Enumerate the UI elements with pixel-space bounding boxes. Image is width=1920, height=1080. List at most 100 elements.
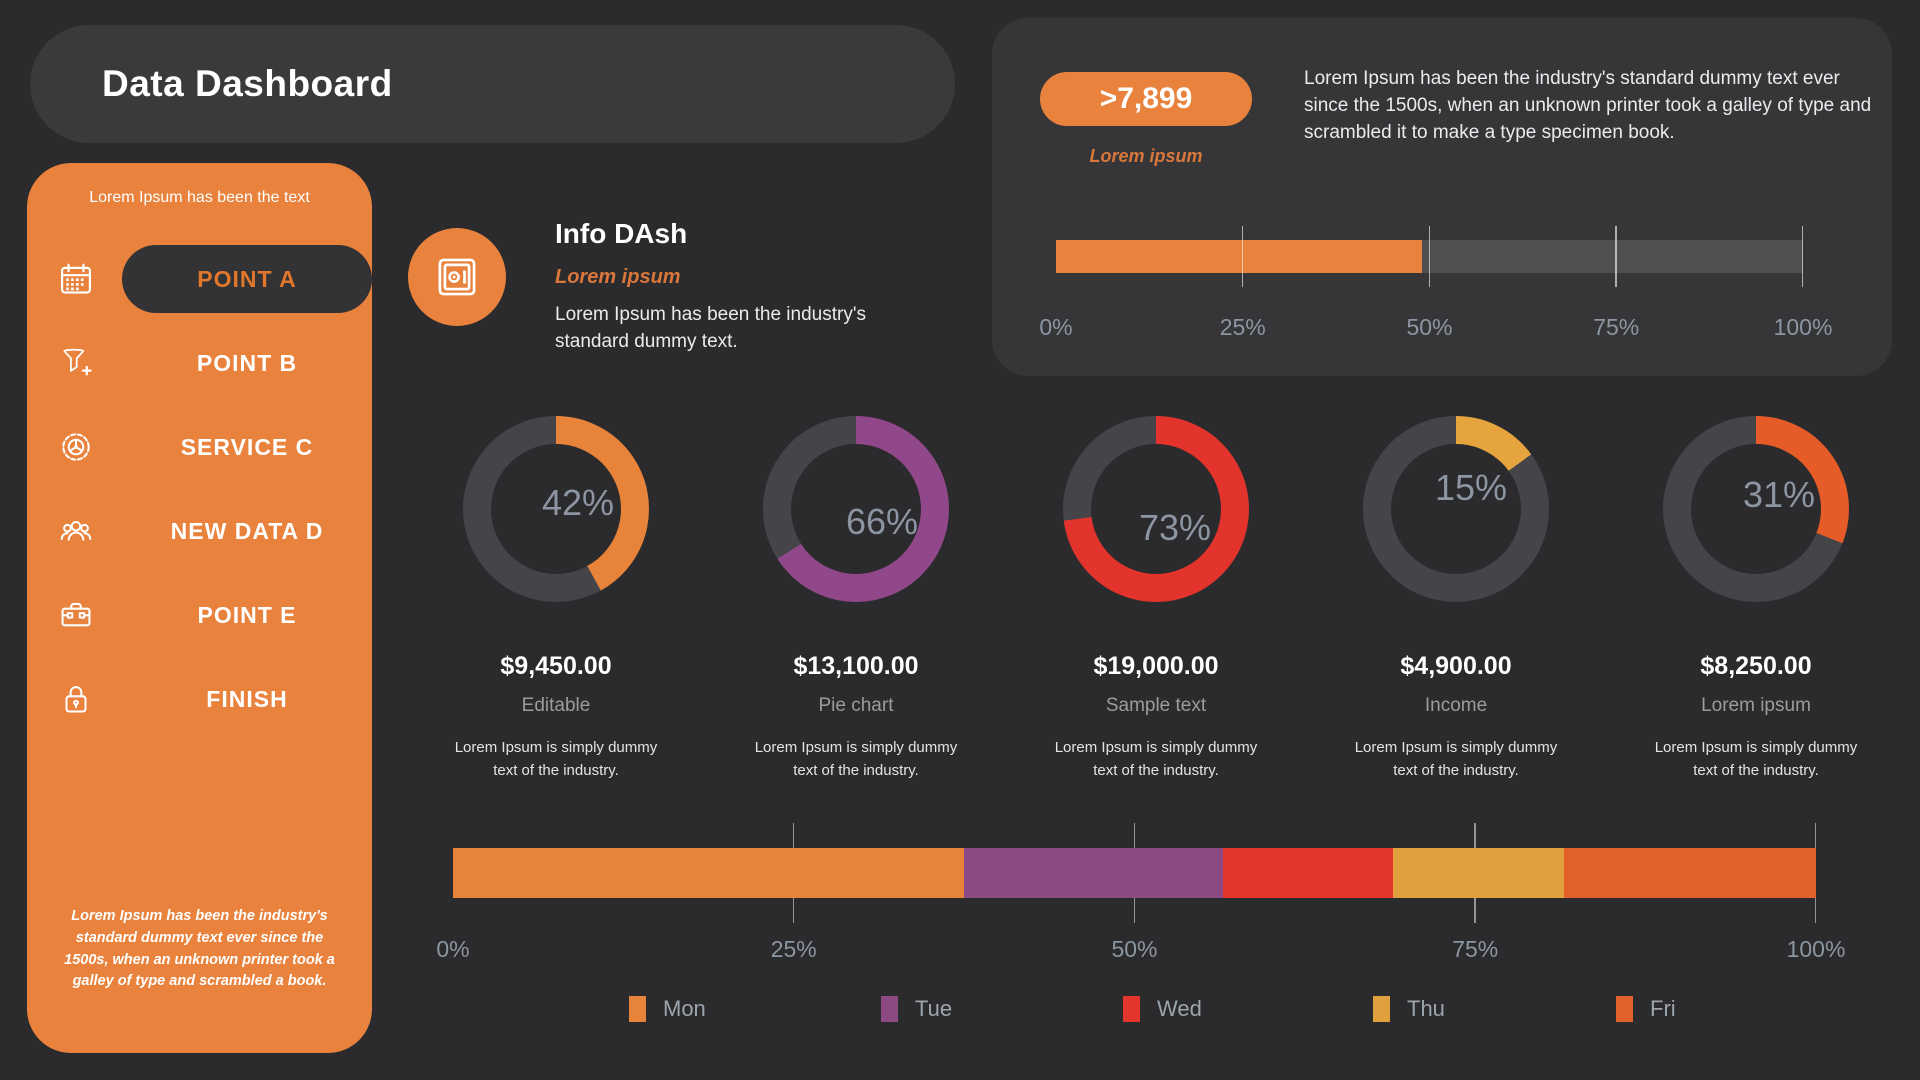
sidebar-item-service-c[interactable]: SERVICE C	[27, 413, 372, 481]
donut-chart: 66%	[763, 416, 949, 602]
stacked-bar-axis: 0% 25% 50% 75% 100%	[436, 936, 1845, 968]
sidebar-item-new-data-d[interactable]: NEW DATA D	[27, 497, 372, 565]
bar-segment-fri	[1563, 848, 1816, 898]
donut-percentage: 73%	[1138, 507, 1212, 548]
donut-percentage: 66%	[845, 501, 919, 542]
bar-segment-mon	[453, 848, 965, 898]
bar-segment-wed	[1223, 848, 1394, 898]
stat-note: Lorem Ipsum is simply dummy text of the …	[1354, 739, 1558, 779]
stat-value: $19,000.00	[1093, 652, 1219, 680]
sidebar-item-label: NEW DATA D	[170, 517, 324, 544]
donut-percentage: 31%	[1742, 474, 1816, 515]
progress-axis: 0% 25% 50% 75% 100%	[1039, 314, 1832, 344]
axis-tick-label: 50%	[1406, 314, 1453, 340]
calendar-icon	[57, 260, 95, 298]
sidebar-item-label: SERVICE C	[180, 433, 314, 460]
stat-value: $4,900.00	[1400, 652, 1512, 680]
stat-value: $13,100.00	[793, 652, 919, 680]
sidebar-item-label: FINISH	[206, 685, 288, 712]
legend-item-tue[interactable]: Tue	[881, 996, 952, 1022]
legend-item-thu[interactable]: Thu	[1373, 996, 1445, 1022]
safe-icon	[408, 228, 506, 326]
filter-plus-icon	[57, 344, 95, 382]
users-icon	[57, 512, 95, 550]
legend-swatch-mon	[629, 996, 646, 1022]
progress-tick-100	[1801, 226, 1803, 287]
lock-icon	[57, 680, 95, 718]
section-title: Info DAsh	[555, 218, 688, 249]
sidebar: Lorem Ipsum has been the text	[27, 163, 372, 1053]
donut-percentage: 42%	[541, 482, 615, 523]
gear-icon	[57, 428, 95, 466]
stat-value: $9,450.00	[500, 652, 612, 680]
legend-swatch-tue	[881, 996, 898, 1022]
sidebar-intro-text: Lorem Ipsum has been the text	[89, 189, 310, 206]
sidebar-item-point-e[interactable]: POINT E	[27, 581, 372, 649]
legend-label: Wed	[1157, 996, 1202, 1021]
section-description: Lorem Ipsum has been the industry's stan…	[555, 304, 866, 352]
sidebar-item-point-b[interactable]: POINT B	[27, 329, 372, 397]
legend-label: Fri	[1650, 996, 1676, 1021]
title-panel: Data Dashboard	[30, 25, 955, 143]
donut-card: 66% $13,100.00 Pie chart Lorem Ipsum is …	[716, 416, 996, 782]
stat-value: $8,250.00	[1700, 652, 1812, 680]
sidebar-item-finish[interactable]: FINISH	[27, 665, 372, 733]
axis-tick-label: 75%	[1593, 314, 1640, 340]
stat-note: Lorem Ipsum is simply dummy text of the …	[1054, 739, 1258, 779]
stats-panel: >7,899 Lorem ipsum Lorem Ipsum has been …	[992, 18, 1892, 376]
donut-chart: 42%	[463, 416, 649, 602]
axis-tick-label: 100%	[1786, 936, 1846, 962]
donut-card: 73% $19,000.00 Sample text Lorem Ipsum i…	[1016, 416, 1296, 782]
axis-tick-label: 25%	[770, 936, 817, 962]
progress-tick-25	[1241, 226, 1244, 287]
legend-item-mon[interactable]: Mon	[629, 996, 706, 1022]
stat-note: Lorem Ipsum is simply dummy text of the …	[754, 739, 958, 779]
stat-note: Lorem Ipsum is simply dummy text of the …	[454, 739, 658, 779]
stat-label: Lorem ipsum	[1701, 695, 1811, 716]
stat-badge: >7,899	[1040, 72, 1252, 126]
stat-label: Income	[1424, 695, 1488, 716]
bar-segment-thu	[1393, 848, 1564, 898]
donut-chart: 31%	[1663, 416, 1849, 602]
sidebar-footer-note: Lorem Ipsum has been the industry's stan…	[64, 908, 335, 990]
bar-segment-tue	[964, 848, 1224, 898]
stat-label: Editable	[521, 695, 591, 716]
sidebar-item-label: POINT B	[196, 349, 298, 376]
stacked-bar-chart	[453, 823, 1816, 923]
stacked-bar	[453, 848, 1816, 898]
sidebar-item-label: POINT A	[122, 245, 372, 313]
legend-swatch-thu	[1373, 996, 1390, 1022]
legend-item-fri[interactable]: Fri	[1616, 996, 1676, 1022]
donut-card: 15% $4,900.00 Income Lorem Ipsum is simp…	[1316, 416, 1596, 782]
stat-badge-caption: Lorem ipsum	[1089, 146, 1203, 166]
progress-tick-75	[1615, 226, 1617, 287]
axis-tick-label: 25%	[1219, 314, 1266, 340]
stat-label: Sample text	[1105, 695, 1207, 716]
legend-label: Thu	[1407, 996, 1445, 1021]
stat-note: Lorem Ipsum is simply dummy text of the …	[1654, 739, 1858, 779]
progress-bar	[1056, 226, 1803, 287]
toolbox-icon	[57, 596, 95, 634]
stat-label: Pie chart	[818, 695, 894, 716]
axis-tick-label: 0%	[436, 936, 470, 962]
progress-tick-50	[1428, 226, 1430, 287]
legend-swatch-fri	[1616, 996, 1633, 1022]
progress-fill	[1056, 240, 1423, 273]
sidebar-menu: POINT A POINT B	[27, 245, 372, 749]
sidebar-item-point-a[interactable]: POINT A	[27, 245, 372, 313]
page-title: Data Dashboard	[102, 63, 393, 104]
donut-card: 31% $8,250.00 Lorem ipsum Lorem Ipsum is…	[1616, 416, 1896, 782]
sidebar-item-label: POINT E	[197, 601, 297, 628]
section-subtitle: Lorem ipsum	[555, 266, 681, 288]
legend-item-wed[interactable]: Wed	[1123, 996, 1202, 1022]
axis-tick-label: 50%	[1111, 936, 1158, 962]
axis-tick-label: 75%	[1452, 936, 1499, 962]
legend-label: Mon	[663, 996, 706, 1021]
legend-swatch-wed	[1123, 996, 1140, 1022]
legend-label: Tue	[915, 996, 953, 1021]
donut-card: 42% $9,450.00 Editable Lorem Ipsum is si…	[416, 416, 696, 782]
donut-chart: 15%	[1363, 416, 1549, 602]
axis-tick-label: 100%	[1773, 314, 1833, 340]
donut-percentage: 15%	[1434, 467, 1508, 508]
